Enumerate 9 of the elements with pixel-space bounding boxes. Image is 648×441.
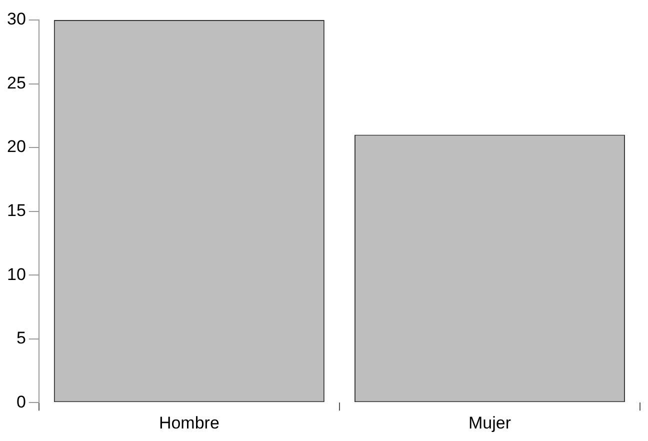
y-tick-label: 15 <box>6 200 26 220</box>
y-tick-label: 0 <box>16 392 26 412</box>
y-tick-label: 20 <box>6 137 26 156</box>
x-tick-label: Mujer <box>468 413 512 432</box>
y-tick-label: 25 <box>6 73 26 92</box>
x-tick-label: Hombre <box>158 413 220 432</box>
y-tick-label: 30 <box>6 10 26 29</box>
y-tick-label: 10 <box>6 264 26 284</box>
y-tick-label: 5 <box>16 328 26 348</box>
